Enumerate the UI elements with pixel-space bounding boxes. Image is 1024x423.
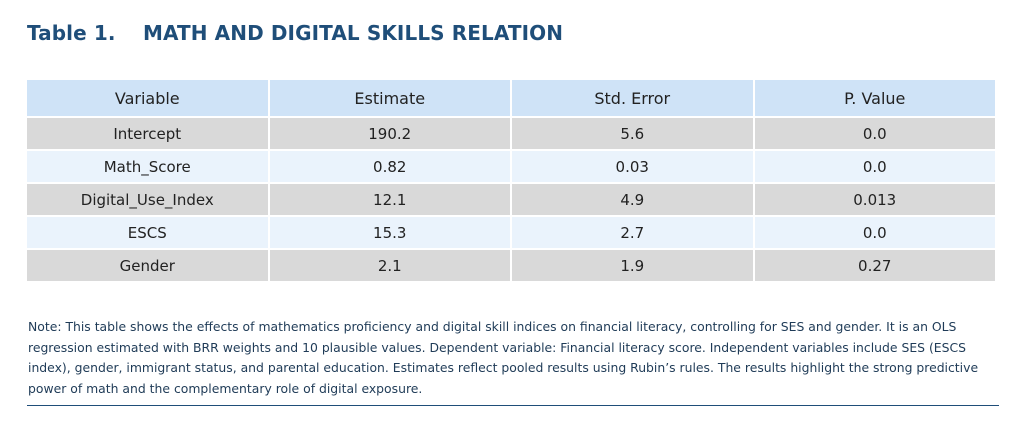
column-header-p-value: P. Value (754, 80, 995, 116)
cell-estimate: 190.2 (269, 118, 510, 149)
cell-std-error: 2.7 (512, 217, 753, 248)
table-row: ESCS 15.3 2.7 0.0 (27, 217, 995, 248)
cell-p-value: 0.0 (754, 151, 995, 182)
column-header-estimate: Estimate (269, 80, 510, 116)
cell-variable: Gender (27, 250, 268, 281)
cell-estimate: 15.3 (269, 217, 510, 248)
table-label: Table 1. (27, 21, 116, 45)
cell-estimate: 2.1 (269, 250, 510, 281)
table-note: Note: This table shows the effects of ma… (28, 319, 979, 396)
cell-p-value: 0.013 (754, 184, 995, 215)
cell-variable: Intercept (27, 118, 268, 149)
cell-variable: Math_Score (27, 151, 268, 182)
table-caption: Table 1. MATH AND DIGITAL SKILLS RELATIO… (27, 18, 563, 48)
column-header-std-error: Std. Error (512, 80, 753, 116)
cell-p-value: 0.27 (754, 250, 995, 281)
column-header-variable: Variable (27, 80, 268, 116)
cell-p-value: 0.0 (754, 118, 995, 149)
cell-p-value: 0.0 (754, 217, 995, 248)
cell-std-error: 0.03 (512, 151, 753, 182)
table-row: Digital_Use_Index 12.1 4.9 0.013 (27, 184, 995, 215)
table-row: Math_Score 0.82 0.03 0.0 (27, 151, 995, 182)
cell-estimate: 12.1 (269, 184, 510, 215)
header-row: Variable Estimate Std. Error P. Value (27, 80, 995, 116)
table-title: MATH AND DIGITAL SKILLS RELATION (143, 21, 564, 45)
results-table: Variable Estimate Std. Error P. Value In… (25, 78, 997, 283)
cell-std-error: 1.9 (512, 250, 753, 281)
table-row: Intercept 190.2 5.6 0.0 (27, 118, 995, 149)
table-row: Gender 2.1 1.9 0.27 (27, 250, 995, 281)
cell-estimate: 0.82 (269, 151, 510, 182)
cell-variable: ESCS (27, 217, 268, 248)
cell-std-error: 4.9 (512, 184, 753, 215)
cell-variable: Digital_Use_Index (27, 184, 268, 215)
bottom-rule (27, 405, 999, 406)
cell-std-error: 5.6 (512, 118, 753, 149)
